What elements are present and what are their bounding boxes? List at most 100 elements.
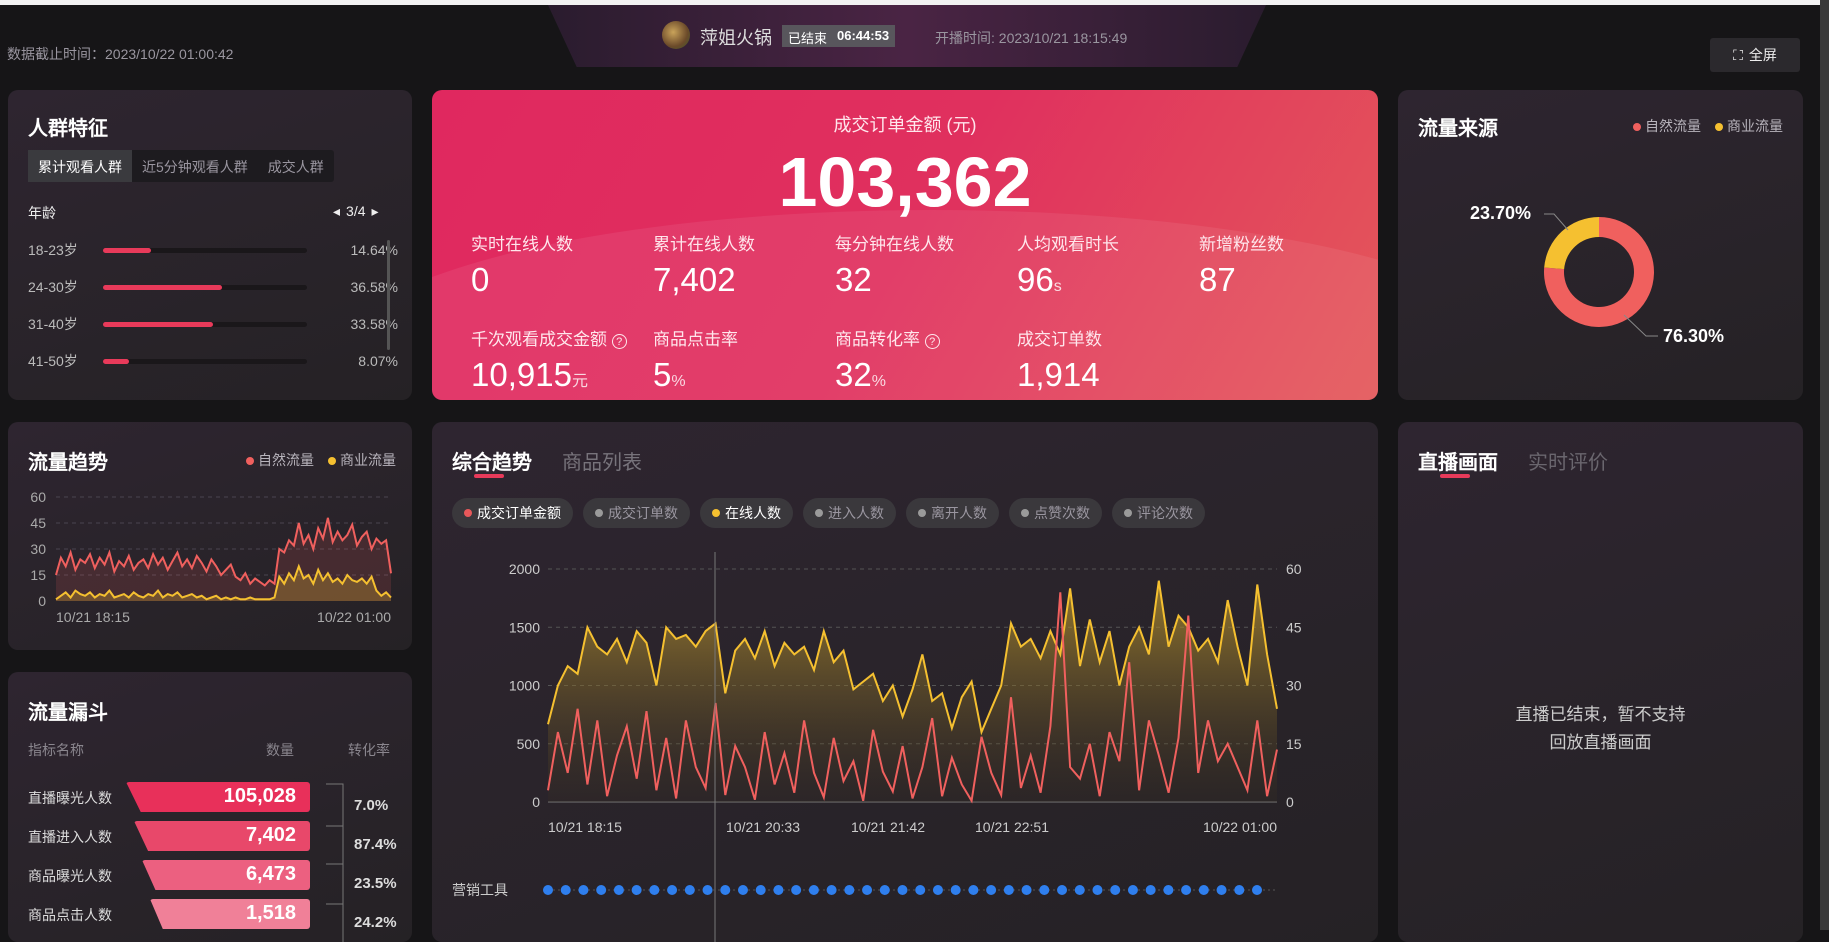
tab-buyers[interactable]: 成交人群 bbox=[267, 159, 324, 175]
marketing-event-dot bbox=[844, 885, 855, 895]
funnel-label: 直播曝光人数 bbox=[28, 790, 112, 806]
paid-traffic-line-area bbox=[56, 566, 391, 601]
audience-title: 人群特征 bbox=[28, 118, 108, 140]
age-label: 31-40岁 bbox=[28, 316, 78, 332]
metric-value: 10,915 bbox=[471, 356, 572, 393]
fullscreen-button[interactable]: ⛶ 全屏 bbox=[1710, 38, 1800, 72]
marketing-event-dot bbox=[720, 885, 731, 895]
age-list-scrollbar[interactable] bbox=[387, 240, 390, 350]
metric-chip[interactable]: 评论次数 bbox=[1112, 498, 1205, 528]
metric-value: 5 bbox=[653, 356, 672, 393]
active-tab-indicator bbox=[1440, 474, 1470, 478]
help-icon[interactable]: ? bbox=[924, 334, 940, 349]
funnel-rate: 7.0% bbox=[354, 797, 389, 814]
metric-chip[interactable]: 在线人数 bbox=[700, 498, 793, 528]
page-scrollbar[interactable] bbox=[1820, 0, 1829, 930]
tab-cumulative-viewers[interactable]: 累计观看人群 bbox=[28, 150, 132, 182]
online-users-line bbox=[547, 580, 1278, 736]
next-page-icon[interactable]: ▸ bbox=[371, 203, 379, 219]
y-tick-label: 15 bbox=[30, 567, 46, 583]
funnel-bar: 105,028 bbox=[126, 782, 310, 812]
metric-chip[interactable]: 成交订单数 bbox=[583, 498, 690, 528]
y-right-tick-label: 45 bbox=[1286, 619, 1302, 635]
marketing-event-dot bbox=[1145, 885, 1156, 895]
marketing-event-dot bbox=[1181, 885, 1192, 895]
tab-product-list[interactable]: 商品列表 bbox=[562, 452, 642, 474]
metric-value: 1,914 bbox=[1017, 356, 1100, 393]
chip-label: 进入人数 bbox=[828, 505, 884, 521]
marketing-event-dot bbox=[1216, 885, 1227, 895]
chip-dot-icon bbox=[1021, 509, 1029, 517]
funnel-rate: 23.5% bbox=[354, 875, 397, 892]
kpi-metric: 每分钟在线人数 32 bbox=[835, 235, 954, 306]
age-bar-fill bbox=[103, 247, 151, 253]
chip-dot-icon bbox=[815, 509, 823, 517]
start-time: 开播时间: 2023/10/21 18:15:49 bbox=[935, 30, 1128, 46]
traffic-trend-card: 流量趋势 自然流量 商业流量 0 15 30 45 60 10/21 18:15 10/22… bbox=[8, 422, 412, 650]
metric-value: 0 bbox=[471, 261, 490, 298]
marketing-event-dot bbox=[1198, 885, 1209, 895]
marketing-event-dot bbox=[649, 885, 660, 895]
marketing-event-dot bbox=[755, 885, 766, 895]
marketing-event-dot bbox=[862, 885, 873, 895]
slice-label-natural: 76.30% bbox=[1663, 326, 1724, 346]
live-view-card: 直播画面 实时评价 直播已结束，暂不支持 回放直播画面 bbox=[1398, 422, 1803, 942]
legend-natural: 自然流量 bbox=[246, 450, 314, 470]
age-bar-track bbox=[103, 284, 307, 290]
header-banner bbox=[548, 5, 1266, 67]
metric-label: 新增粉丝数 bbox=[1199, 235, 1284, 254]
funnel-header-rate: 转化率 bbox=[348, 742, 390, 758]
y-right-tick-label: 0 bbox=[1286, 794, 1294, 810]
label-leader-line bbox=[1544, 213, 1569, 231]
natural-traffic-line bbox=[55, 517, 392, 587]
metric-chip[interactable]: 点赞次数 bbox=[1009, 498, 1102, 528]
donut-slice-1 bbox=[1544, 217, 1599, 270]
y-left-tick-label: 2000 bbox=[509, 561, 540, 577]
tab-live-comments[interactable]: 实时评价 bbox=[1528, 452, 1608, 474]
marketing-event-dot bbox=[702, 885, 713, 895]
metric-label: 人均观看时长 bbox=[1017, 235, 1119, 254]
live-ended-message-2: 回放直播画面 bbox=[1549, 733, 1652, 752]
metric-chip[interactable]: 离开人数 bbox=[906, 498, 999, 528]
marketing-event-dot bbox=[684, 885, 695, 895]
help-icon[interactable]: ? bbox=[611, 334, 627, 349]
kpi-card: 成交订单金额 (元) 103,362 实时在线人数 0 累计在线人数 7,402… bbox=[432, 90, 1378, 400]
tab-overall-trend[interactable]: 综合趋势 bbox=[452, 452, 532, 474]
age-row: 18-23岁 14.64% bbox=[28, 240, 398, 260]
marketing-event-dot bbox=[1074, 885, 1085, 895]
age-row: 24-30岁 36.58% bbox=[28, 277, 398, 297]
age-bar-fill bbox=[103, 321, 213, 327]
y-right-tick-label: 60 bbox=[1286, 561, 1302, 577]
marketing-event-dot bbox=[560, 885, 571, 895]
y-left-tick-label: 1500 bbox=[509, 619, 540, 635]
funnel-bar: 6,473 bbox=[142, 860, 310, 890]
legend-paid: 商业流量 bbox=[1715, 116, 1783, 136]
funnel-value: 1,518 bbox=[245, 902, 296, 924]
prev-page-icon[interactable]: ◂ bbox=[333, 203, 341, 219]
metric-chip[interactable]: 进入人数 bbox=[803, 498, 896, 528]
age-percent: 14.64% bbox=[350, 242, 398, 258]
tab-live-view[interactable]: 直播画面 bbox=[1418, 452, 1498, 474]
y-tick-label: 0 bbox=[38, 593, 46, 609]
traffic-source-card: 流量来源 自然流量 商业流量 76.30% 23.70% bbox=[1398, 90, 1803, 400]
gmv-line bbox=[547, 592, 1278, 804]
traffic-trend-legend: 自然流量 商业流量 bbox=[246, 450, 396, 470]
metric-chip[interactable]: 成交订单金额 bbox=[452, 498, 573, 528]
kpi-metric: 新增粉丝数 87 bbox=[1199, 235, 1284, 306]
marketing-event-dot bbox=[1110, 885, 1121, 895]
tab-recent-viewers[interactable]: 近5分钟观看人群 bbox=[142, 159, 248, 175]
x-tick-label: 10/21 22:51 bbox=[975, 819, 1049, 835]
marketing-event-dot bbox=[1092, 885, 1103, 895]
marketing-event-dot bbox=[950, 885, 961, 895]
chip-label: 点赞次数 bbox=[1034, 505, 1090, 521]
metric-unit: 元 bbox=[571, 373, 588, 390]
gmv-label: 成交订单金额 (元) bbox=[833, 115, 977, 135]
y-left-tick-label: 1000 bbox=[509, 678, 540, 694]
y-left-tick-label: 500 bbox=[517, 736, 541, 752]
age-label: 18-23岁 bbox=[28, 242, 78, 258]
marketing-event-dot bbox=[826, 885, 837, 895]
y-right-tick-label: 30 bbox=[1286, 678, 1302, 694]
age-row: 41-50岁 8.07% bbox=[28, 351, 398, 371]
metric-label: 成交订单数 bbox=[1017, 330, 1102, 349]
marketing-event-dot bbox=[932, 885, 943, 895]
